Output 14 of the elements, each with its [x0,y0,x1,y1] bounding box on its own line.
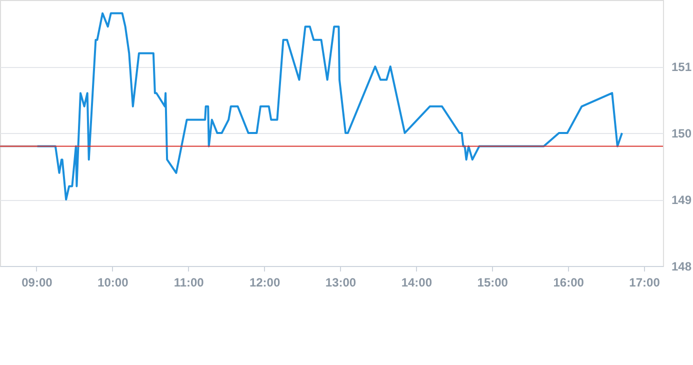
x-tick-label: 11:00 [174,276,204,290]
x-tick-label: 09:00 [22,276,53,290]
line-series [36,12,623,200]
x-tick-label: 15:00 [477,276,508,290]
x-tick-label: 12:00 [249,276,280,290]
x-tick-label: 14:00 [401,276,432,290]
y-tick-label: 151 [672,60,692,74]
y-tick-label: 150 [672,126,692,140]
y-tick-label: 149 [672,193,692,207]
y-tick-label: 148 [672,260,692,274]
x-tick-label: 10:00 [98,276,129,290]
x-tick-label: 17:00 [629,276,660,290]
x-tick-label: 13:00 [325,276,356,290]
x-tick-label: 16:00 [553,276,584,290]
